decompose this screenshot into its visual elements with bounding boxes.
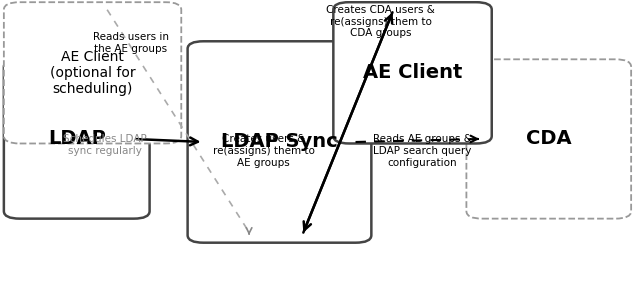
Text: Creates users &
re(assigns) them to
AE groups: Creates users & re(assigns) them to AE g… — [213, 134, 314, 168]
FancyBboxPatch shape — [4, 59, 150, 219]
Text: Reads AE groups &
LDAP search query
configuration: Reads AE groups & LDAP search query conf… — [373, 134, 471, 168]
FancyBboxPatch shape — [466, 59, 631, 219]
Text: AE Client: AE Client — [363, 63, 462, 82]
FancyBboxPatch shape — [333, 2, 491, 143]
FancyBboxPatch shape — [4, 2, 181, 143]
Text: Reads users in
the AE groups: Reads users in the AE groups — [93, 32, 168, 54]
Text: Creates CDA users &
re(assigns) them to
CDA groups: Creates CDA users & re(assigns) them to … — [326, 5, 436, 38]
Text: CDA: CDA — [526, 130, 572, 149]
Text: LDAP: LDAP — [48, 130, 105, 149]
FancyBboxPatch shape — [187, 41, 371, 243]
Text: Schedules LDAP
sync regularly: Schedules LDAP sync regularly — [64, 134, 147, 156]
Text: LDAP Sync: LDAP Sync — [221, 133, 338, 152]
Text: AE Client
(optional for
scheduling): AE Client (optional for scheduling) — [50, 50, 135, 96]
